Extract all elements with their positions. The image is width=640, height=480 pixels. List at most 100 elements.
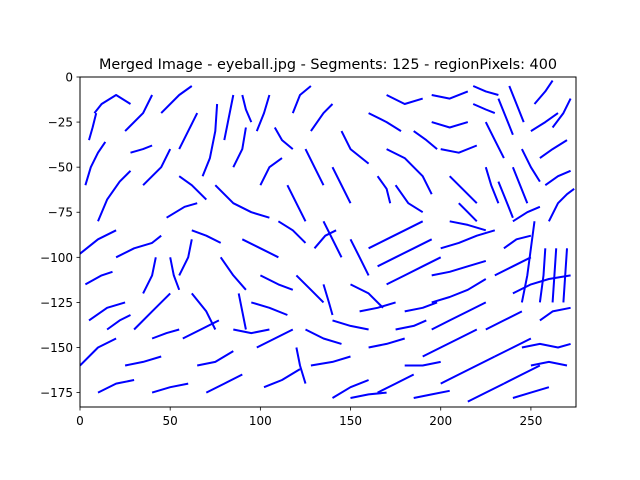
segment-line-107 [332, 319, 369, 331]
segment-line-15 [97, 379, 135, 394]
segment-line-81 [503, 234, 532, 250]
segment-line-28 [205, 373, 243, 394]
segment-line-105 [277, 220, 307, 244]
segment-line-72 [485, 310, 523, 331]
segment-line-41 [310, 103, 334, 132]
segment-line-78 [539, 306, 571, 322]
segment-line-98 [511, 166, 529, 204]
segment-line-18 [166, 202, 198, 219]
segment-line-56 [394, 184, 424, 214]
y-axis: 0 −25 −50 −75 −100 −125 −150 −175 [40, 71, 80, 400]
segment-line-23 [232, 127, 247, 168]
segment-line-22 [223, 94, 235, 141]
segment-line-29 [219, 256, 247, 291]
x-tick-label: 200 [429, 414, 452, 428]
segment-line-102 [313, 229, 337, 249]
y-tick-label: −175 [40, 386, 73, 400]
segment-line-8 [115, 234, 162, 259]
segment-line-42 [322, 220, 343, 258]
x-axis: 0 50 100 150 200 250 [76, 407, 542, 428]
segment-line-121 [413, 130, 438, 150]
segment-line-47 [305, 328, 342, 345]
segment-line-116 [169, 257, 181, 291]
segment-line-39 [291, 85, 312, 114]
segment-line-92 [551, 98, 572, 129]
segment-line-16 [151, 382, 189, 394]
segment-line-108 [404, 301, 438, 313]
segment-line-76 [521, 342, 571, 349]
segment-line-99 [521, 148, 541, 183]
segment-line-103 [259, 274, 294, 291]
segment-line-91 [533, 80, 554, 105]
segment-line-63 [448, 175, 478, 204]
segment-line-82 [512, 205, 541, 223]
segment-line-19 [160, 85, 193, 114]
segment-line-24 [178, 175, 208, 201]
y-tick-label: −100 [40, 251, 73, 265]
segment-line-6 [130, 144, 153, 154]
y-tick-label: 0 [65, 71, 73, 85]
segment-line-67 [431, 278, 487, 304]
segment-line-94 [497, 98, 514, 136]
segment-line-11 [88, 301, 126, 322]
x-tick-label: 100 [249, 414, 272, 428]
segment-line-59 [386, 94, 423, 105]
segment-line-4 [97, 170, 132, 222]
segment-line-90 [530, 112, 559, 132]
segment-line-34 [263, 368, 301, 389]
segment-line-53 [368, 220, 424, 250]
segment-line-66 [431, 259, 487, 277]
y-tick-label: −75 [48, 206, 73, 220]
plot-frame [79, 76, 577, 408]
segment-line-109 [395, 319, 427, 331]
segment-line-96 [484, 166, 500, 204]
segment-line-68 [431, 301, 487, 331]
segment-line-88 [544, 169, 571, 187]
segment-line-97 [497, 181, 514, 219]
segment-line-77 [530, 360, 568, 367]
segment-line-117 [237, 293, 247, 330]
segment-line-7 [142, 148, 172, 186]
segment-line-71 [467, 382, 505, 403]
segment-line-9 [80, 229, 117, 255]
segment-line-95 [484, 121, 505, 159]
y-tick-label: −25 [48, 116, 73, 130]
y-tick-label: −125 [40, 296, 73, 310]
segment-line-69 [422, 328, 478, 358]
segment-line-20 [178, 112, 199, 150]
segment-line-111 [350, 391, 387, 399]
chart-title: Merged Image - eyeball.jpg - Segments: 1… [99, 57, 557, 73]
segment-line-124 [191, 229, 222, 244]
segment-line-57 [386, 148, 433, 195]
segment-line-101 [472, 103, 496, 115]
segment-line-74 [503, 364, 541, 385]
segment-line-1 [93, 94, 132, 114]
segment-line-73 [494, 337, 532, 358]
segment-line-79 [512, 274, 571, 295]
x-tick-label: 50 [163, 414, 178, 428]
segment-line-21 [201, 103, 219, 177]
segment-line-54 [377, 238, 433, 268]
segment-line-5 [124, 94, 153, 132]
segment-line-86 [562, 248, 568, 303]
segment-line-26 [197, 350, 234, 367]
segment-line-60 [431, 90, 469, 100]
segment-line-75 [512, 386, 550, 399]
segment-line-100 [472, 85, 499, 96]
segment-line-80 [494, 256, 532, 277]
y-tick-label: −150 [40, 341, 73, 355]
segment-line-32 [251, 301, 288, 316]
segment-line-55 [386, 256, 442, 286]
segment-line-13 [133, 292, 171, 331]
segment-line-65 [440, 229, 496, 250]
segment-line-112 [413, 389, 450, 399]
segment-line-83 [520, 221, 536, 303]
segment-line-31 [241, 238, 279, 259]
segment-line-12 [80, 337, 117, 367]
segment-line-113 [142, 257, 157, 294]
segment-line-46 [295, 274, 325, 304]
segment-line-51 [368, 337, 405, 349]
segment-line-44 [340, 130, 370, 165]
segment-line-43 [331, 166, 352, 204]
